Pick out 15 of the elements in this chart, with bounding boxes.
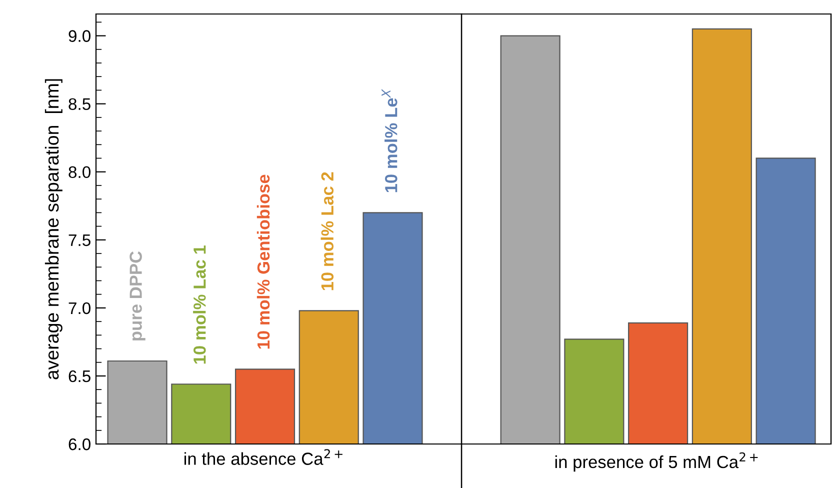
x-tick-label: in presence of 5 mM Ca$^{2+}$ — [555, 452, 758, 472]
y-tick-label: 8.0 — [68, 166, 90, 178]
text: 10 mol% Lac 1 — [193, 246, 206, 364]
y-tick-label: 8.5 — [68, 98, 90, 110]
y-tick-label: 7.0 — [68, 302, 90, 314]
x-tick-label: in the absence Ca$^{2+}$ — [184, 449, 342, 465]
y-axis-title: average membrane separation [nm] — [44, 79, 62, 380]
y-tick-label: 6.5 — [68, 370, 90, 382]
text: 10 mol% Le$^{X}$ — [382, 88, 398, 192]
text: 10 mol% Lac 2 — [320, 172, 334, 290]
y-tick-label: 9.0 — [68, 30, 90, 42]
text: 10 mol% Gentiobiose — [256, 174, 270, 349]
y-tick-label: 6.0 — [68, 438, 90, 450]
y-tick-label: 7.5 — [68, 234, 90, 246]
text: pure DPPC — [130, 251, 146, 340]
